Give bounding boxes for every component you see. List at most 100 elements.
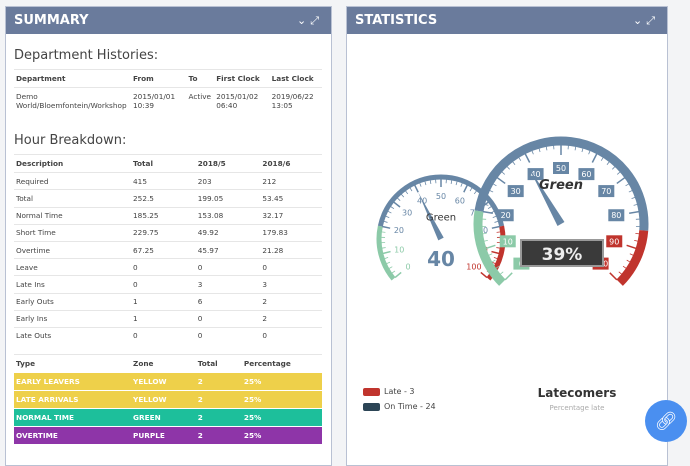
table-cell: 2 bbox=[260, 310, 322, 327]
column-header: Department bbox=[14, 70, 131, 88]
gauge-tick bbox=[507, 166, 510, 169]
table-cell: 2019/06/22 13:05 bbox=[270, 88, 322, 114]
table-cell: 32.17 bbox=[260, 207, 322, 224]
gauge-tick-label: 50 bbox=[556, 164, 566, 173]
statistics-header: STATISTICS⌄⤢ bbox=[347, 7, 667, 34]
gauge-tick bbox=[492, 227, 500, 229]
table-cell: 25% bbox=[242, 409, 322, 427]
gauge-tick bbox=[607, 162, 609, 165]
table-cell: 0 bbox=[260, 259, 322, 276]
column-header: Zone bbox=[131, 355, 196, 373]
table-cell: YELLOW bbox=[131, 391, 196, 409]
table-cell: EARLY LEAVERS bbox=[14, 373, 131, 391]
gauge-tick bbox=[493, 184, 496, 186]
table-cell: 6 bbox=[196, 293, 261, 310]
gauge-tick bbox=[627, 245, 637, 248]
expand-icon[interactable]: ⤢ bbox=[646, 14, 659, 27]
summary-title: SUMMARY bbox=[14, 13, 89, 28]
gauge-tick bbox=[617, 172, 620, 175]
gauge-tick bbox=[492, 260, 496, 262]
gauge-label: Green bbox=[539, 178, 583, 193]
chart-legend: Late - 3 On Time - 24 bbox=[363, 387, 436, 417]
gauge-tick bbox=[493, 216, 497, 218]
gauge-needle bbox=[529, 168, 565, 226]
chart-subtitle: Percentage late bbox=[497, 404, 657, 412]
legend-item-on-time[interactable]: On Time - 24 bbox=[363, 402, 436, 411]
legend-item-late[interactable]: Late - 3 bbox=[363, 387, 436, 396]
table-cell: 2 bbox=[260, 293, 322, 310]
gauge-tick-label: 70 bbox=[601, 187, 611, 196]
gauge-tick bbox=[388, 211, 392, 213]
table-cell: Demo World/Bloemfontein/Workshop bbox=[14, 88, 131, 114]
table-cell: 185.25 bbox=[131, 207, 196, 224]
gauge-tick bbox=[401, 194, 404, 197]
link-button[interactable]: 🔗︎ bbox=[645, 400, 687, 442]
gauge-tick bbox=[392, 271, 395, 273]
table-cell: 0 bbox=[196, 327, 261, 344]
table-cell: 199.05 bbox=[196, 190, 261, 207]
gauge-tick bbox=[500, 272, 503, 275]
table-cell: 3 bbox=[196, 276, 261, 293]
gauge-tick bbox=[634, 204, 638, 205]
gauge-tick bbox=[525, 154, 530, 163]
gauge-tick-label: 30 bbox=[511, 187, 521, 196]
column-header: 2018/5 bbox=[196, 155, 261, 173]
gauge-tick-label: 90 bbox=[609, 237, 619, 246]
gauge-tick bbox=[382, 248, 386, 249]
gauge-tick-label: 80 bbox=[611, 211, 621, 220]
gauge-tick bbox=[575, 146, 576, 150]
gauges-chart: 0102030405060708090100Green4001020304050… bbox=[347, 34, 669, 334]
gauge-tick bbox=[382, 227, 390, 229]
table-cell: 0 bbox=[196, 310, 261, 327]
gauge-tick bbox=[483, 233, 487, 234]
collapse-chevron-icon[interactable]: ⌄ bbox=[297, 14, 310, 27]
table-cell: Active bbox=[186, 88, 214, 114]
legend-label: On Time - 24 bbox=[384, 402, 436, 411]
expand-icon[interactable]: ⤢ bbox=[310, 14, 323, 27]
gauge-tick bbox=[619, 272, 622, 275]
gauge-tick bbox=[617, 178, 625, 184]
column-header: From bbox=[131, 70, 186, 88]
table-cell: 0 bbox=[131, 259, 196, 276]
gauge-tick bbox=[491, 252, 499, 254]
gauge-tick bbox=[519, 157, 521, 160]
gauge-label: Green bbox=[426, 212, 456, 223]
column-header: Total bbox=[196, 355, 242, 373]
gauge-tick bbox=[415, 185, 419, 192]
table-cell: 1 bbox=[131, 293, 196, 310]
column-header: 2018/6 bbox=[260, 155, 322, 173]
gauge-tick-label: 60 bbox=[455, 196, 465, 205]
gauge-tick bbox=[490, 190, 494, 192]
gauge-tick bbox=[488, 254, 492, 256]
table-cell: 2 bbox=[196, 373, 242, 391]
table-cell: 415 bbox=[131, 173, 196, 190]
gauge-tick bbox=[612, 166, 615, 169]
table-cell: Late Ins bbox=[14, 276, 131, 293]
gauge-tick bbox=[505, 273, 512, 280]
table-cell: Short Time bbox=[14, 224, 131, 241]
column-header: Description bbox=[14, 155, 131, 173]
table-cell: 49.92 bbox=[196, 224, 261, 241]
gauge-tick-label: 100 bbox=[466, 263, 481, 272]
table-cell: OVERTIME bbox=[14, 427, 131, 445]
table-cell: 53.45 bbox=[260, 190, 322, 207]
gauge-tick-label: 30 bbox=[402, 209, 412, 218]
gauge-tick bbox=[405, 191, 407, 194]
gauge-tick bbox=[386, 216, 390, 218]
table-cell: 25% bbox=[242, 373, 322, 391]
small-gauge-value: 40 bbox=[427, 247, 455, 271]
gauge-tick bbox=[483, 212, 493, 214]
collapse-chevron-icon[interactable]: ⌄ bbox=[633, 14, 646, 27]
table-cell: 3 bbox=[260, 276, 322, 293]
gauge-tick bbox=[496, 248, 500, 249]
